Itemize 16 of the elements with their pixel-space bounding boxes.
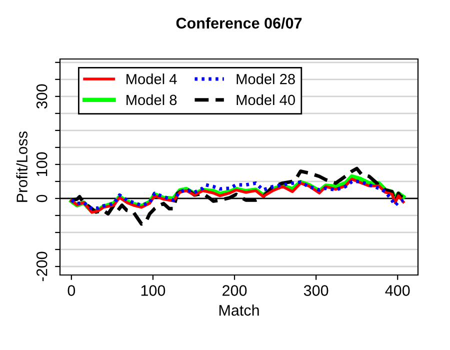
x-tick-label: 300 — [304, 285, 328, 296]
x-tick-label: 400 — [385, 285, 410, 296]
y-tick-label: 100 — [36, 152, 48, 176]
x-tick-label: 100 — [141, 285, 166, 296]
legend-label: Model 4 — [126, 74, 177, 84]
y-axis-title: Profit/Loss — [16, 131, 28, 202]
x-tick-label: 0 — [68, 285, 76, 296]
x-axis-title: Match — [219, 304, 259, 316]
y-tick-label: -200 — [36, 252, 48, 282]
y-tick-label: 300 — [36, 84, 48, 109]
legend-label: Model 28 — [236, 74, 295, 84]
legend-label: Model 40 — [236, 94, 295, 106]
legend-label: Model 8 — [126, 94, 177, 106]
y-tick-label: 0 — [36, 194, 48, 202]
chart-title: Conference 06/07 — [176, 17, 302, 29]
x-tick-label: 200 — [222, 285, 247, 296]
